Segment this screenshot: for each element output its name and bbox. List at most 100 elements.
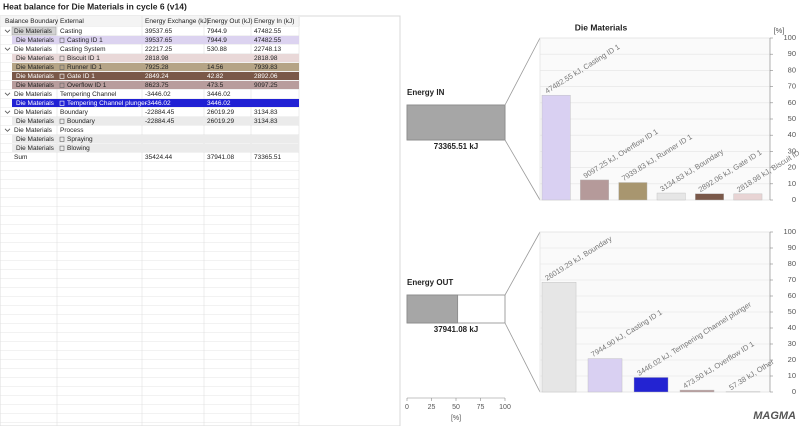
- row-highlight: [12, 54, 299, 62]
- y-tick-label: 0: [792, 195, 796, 204]
- cell: Die Materials: [16, 82, 55, 89]
- cell: Die Materials: [16, 136, 55, 143]
- x-tick-label: 50: [452, 404, 460, 411]
- connector: [504, 231, 541, 296]
- item-icon: [59, 73, 65, 79]
- y-tick-label: 0: [792, 387, 796, 396]
- cell: 7939.83: [254, 64, 278, 71]
- cell: 2892.06: [254, 73, 278, 80]
- table-header-bg: [0, 16, 300, 26]
- cell: 37941.08: [207, 154, 234, 161]
- column-header: Energy In (kJ): [254, 18, 294, 25]
- y-tick-label: 30: [788, 146, 796, 155]
- y-tick-label: 50: [788, 307, 796, 316]
- expand-arrow: [4, 47, 11, 51]
- cell: Die Materials: [14, 127, 53, 134]
- cell: 473.5: [207, 82, 224, 89]
- y-tick-label: 80: [788, 65, 796, 74]
- bar: [541, 282, 577, 393]
- cell: 26019.29: [207, 109, 234, 116]
- cell: 9097.25: [254, 82, 278, 89]
- selected-cell: [11, 26, 57, 36]
- item-icon: [59, 100, 65, 106]
- cell: Die Materials: [16, 37, 55, 44]
- row-highlight: [12, 117, 299, 125]
- row-highlight: [12, 144, 299, 152]
- cell: Die Materials: [16, 118, 55, 125]
- item-icon: [59, 145, 65, 151]
- y-tick-label: 10: [788, 179, 796, 188]
- connector: [504, 322, 541, 393]
- cell: 39537.65: [145, 28, 172, 35]
- cell: -3446.02: [145, 100, 171, 107]
- bar: [633, 377, 669, 393]
- cell: 3134.83: [254, 109, 278, 116]
- cell: Die Materials: [16, 145, 55, 152]
- row-highlight: [12, 99, 299, 107]
- y-tick-label: 50: [788, 114, 796, 123]
- expand-arrow: [4, 128, 11, 132]
- value-label: 73365.51 kJ: [434, 142, 479, 151]
- bar: [406, 104, 506, 141]
- bar: [733, 193, 763, 201]
- expand-arrow: [4, 29, 11, 33]
- cell: Blowing: [67, 145, 90, 152]
- cell: 42.82: [207, 73, 224, 80]
- column-header: Balance Boundary: [5, 18, 59, 25]
- x-tick-label: 0: [405, 404, 409, 411]
- cell: Biscuit ID 1: [67, 55, 100, 62]
- cell: 22748.13: [254, 46, 281, 53]
- y-tick-label: 30: [788, 339, 796, 348]
- connector: [504, 139, 541, 201]
- bar: [695, 193, 724, 201]
- cell: 35424.44: [145, 154, 172, 161]
- y-tick-label: 80: [788, 259, 796, 268]
- cell: 3446.02: [207, 100, 231, 107]
- cell: Die Materials: [14, 91, 53, 98]
- y-tick-label: 20: [788, 163, 796, 172]
- cell: Spraying: [67, 136, 93, 143]
- cell: Casting System: [60, 46, 106, 53]
- bar-title: Energy OUT: [407, 278, 453, 287]
- y-tick-label: 70: [788, 82, 796, 91]
- x-tick-label: 25: [428, 404, 436, 411]
- item-icon: [59, 55, 65, 61]
- row-highlight: [12, 63, 299, 71]
- cell: 47482.55: [254, 28, 281, 35]
- cell: Sum: [14, 154, 27, 161]
- x-axis-label: [%]: [451, 415, 461, 422]
- row-highlight: [12, 36, 299, 44]
- bar: [587, 358, 623, 393]
- expand-arrow: [4, 110, 11, 114]
- row-highlight: [12, 81, 299, 89]
- cell: Die Materials: [16, 55, 55, 62]
- bar: [541, 94, 571, 201]
- cell: Casting: [60, 28, 82, 35]
- cell: Die Materials: [14, 46, 53, 53]
- bar: [580, 179, 609, 201]
- y-tick-label: 60: [788, 291, 796, 300]
- y-tick-label: 20: [788, 355, 796, 364]
- item-icon: [59, 82, 65, 88]
- bar: [656, 192, 686, 201]
- bar: [679, 389, 715, 393]
- cell: Process: [60, 127, 84, 134]
- window-title: Heat balance for Die Materials in cycle …: [3, 1, 187, 11]
- cell: 530.88: [207, 46, 227, 53]
- cell: Tempering Channel plunger: [67, 100, 148, 107]
- cell: 7944.9: [207, 28, 227, 35]
- cell: Overflow ID 1: [67, 82, 107, 89]
- cell: 47482.55: [254, 37, 281, 44]
- item-icon: [59, 37, 65, 43]
- cell: 8623.75: [145, 82, 169, 89]
- y-tick-label: 10: [788, 371, 796, 380]
- y-tick-label: 70: [788, 275, 796, 284]
- expand-arrow: [4, 92, 11, 96]
- cell: Die Materials: [14, 28, 53, 35]
- x-tick-label: 100: [499, 404, 511, 411]
- cell: Die Materials: [16, 64, 55, 71]
- item-icon: [59, 64, 65, 70]
- column-header: Energy Exchange (kJ): [145, 18, 209, 25]
- cell: Tempering Channel: [60, 91, 117, 98]
